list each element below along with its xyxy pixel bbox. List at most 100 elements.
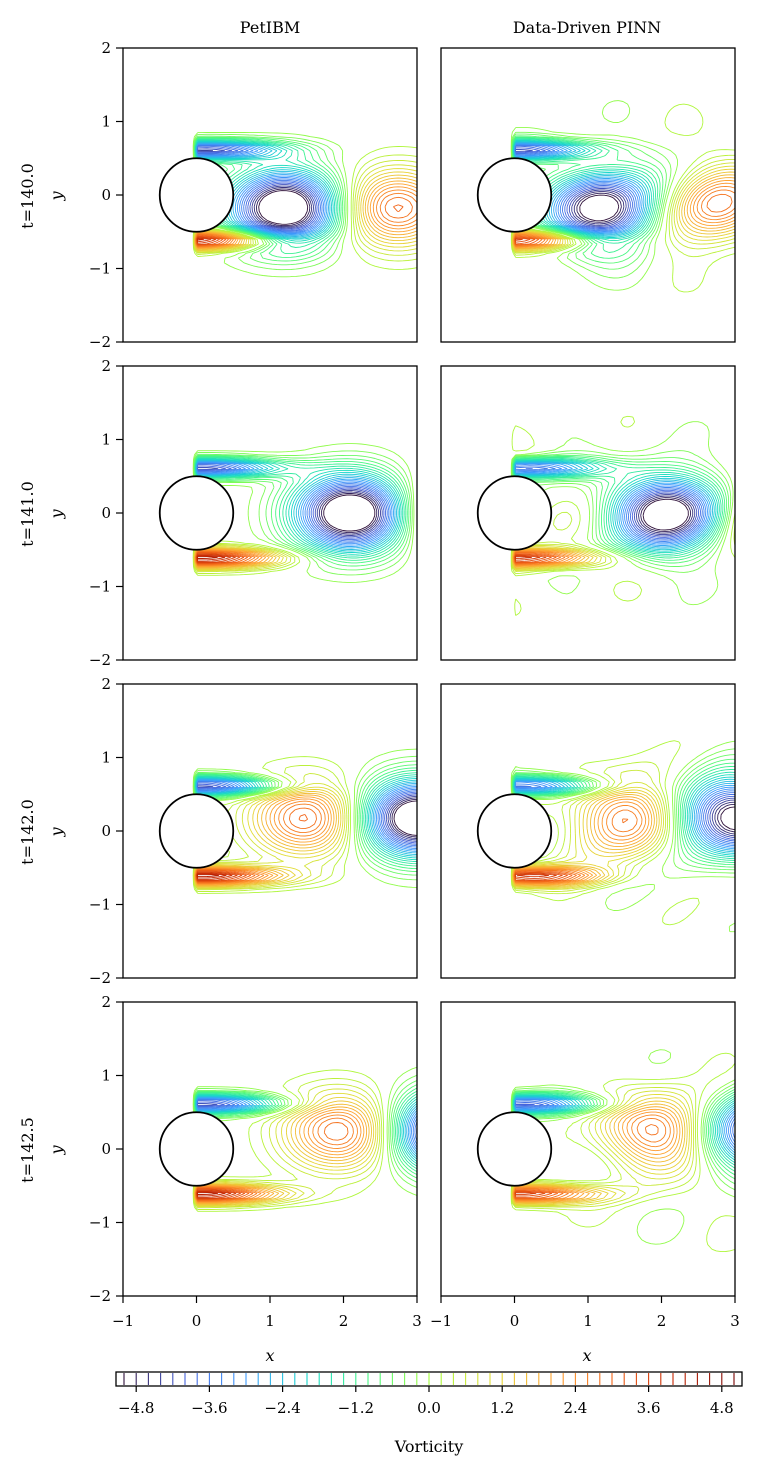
- contour-level-3-44: [515, 556, 532, 560]
- x-axis-label-right: x: [582, 1346, 591, 1365]
- ytick-label-0-2: 0: [101, 186, 111, 204]
- contour-level-2-0: [323, 494, 376, 532]
- contour-level-3-21: [511, 454, 728, 564]
- colorbar-tick-label-7: 3.6: [637, 1399, 661, 1417]
- ytick-label-0-4: 2: [101, 39, 111, 57]
- contour-level-1-0: [579, 194, 620, 222]
- panel-frame-3: [440, 365, 736, 661]
- contour-level-0-44: [196, 237, 212, 243]
- contour-level-5-39: [514, 818, 629, 883]
- contour-level-6-46: [197, 1192, 219, 1195]
- contour-level-1-43: [515, 238, 523, 241]
- contour-panel-6: [158, 1066, 417, 1212]
- contour-level-5-0: [720, 806, 735, 831]
- contour-level-5-36: [513, 801, 647, 885]
- ytick-label-0-3: 1: [101, 113, 111, 131]
- ytick-label-2-4: 2: [101, 357, 111, 375]
- cylinder-2: [158, 475, 235, 551]
- xtick-label-7-3: 2: [657, 1312, 667, 1330]
- y-axis-label-3: y: [47, 1145, 66, 1156]
- contour-level-5-2: [714, 801, 735, 835]
- colorbar-tick-label-8: 4.8: [710, 1399, 734, 1417]
- contour-level-1-24: [510, 100, 678, 291]
- contour-level-4-45: [196, 873, 227, 879]
- contour-level-7-37: [513, 1114, 671, 1201]
- contour-level-2-24: [192, 443, 415, 583]
- colorbar-tick-label-3: −1.2: [338, 1399, 374, 1417]
- contour-level-7-5: [515, 1103, 535, 1106]
- contour-level-0-0: [258, 190, 309, 225]
- contour-level-4-28: [193, 773, 348, 891]
- contour-level-4-30: [193, 786, 344, 889]
- contour-level-2-21: [193, 454, 410, 567]
- ytick-label-4-3: 1: [101, 749, 111, 767]
- contour-level-0-1: [255, 188, 311, 227]
- contour-level-6-4: [197, 1103, 218, 1106]
- contour-level-3-43: [514, 555, 541, 561]
- contour-level-7-27: [511, 1083, 697, 1211]
- cylinder-5: [476, 793, 553, 869]
- colorbar-tick-label-2: −2.4: [264, 1399, 300, 1417]
- xtick-label-7-0: −1: [430, 1312, 452, 1330]
- xtick-label-6-2: 1: [265, 1312, 275, 1330]
- y-axis-labels: y y y y: [47, 191, 66, 1156]
- contour-level-2-2: [318, 491, 380, 535]
- contour-level-0-27: [193, 154, 417, 262]
- contour-level-6-36: [194, 1111, 362, 1203]
- contour-level-5-23: [511, 748, 735, 874]
- contour-level-7-21: [511, 1088, 735, 1180]
- contour-level-3-6: [525, 468, 701, 540]
- xtick-label-6-0: −1: [112, 1312, 134, 1330]
- row-label-2: t=142.0: [18, 799, 37, 865]
- contour-level-2-22: [193, 453, 412, 571]
- ytick-label-6-3: 1: [101, 1067, 111, 1085]
- contour-level-3-4: [633, 492, 698, 537]
- contour-level-7-26: [510, 1052, 735, 1253]
- contour-level-0-31: [193, 171, 417, 252]
- contour-level-6-31: [193, 1096, 375, 1206]
- colorbar-tick-label-0: −4.8: [118, 1399, 154, 1417]
- contour-level-5-21: [511, 758, 735, 868]
- xtick-label-6-4: 3: [412, 1312, 422, 1330]
- contour-level-5-16: [512, 774, 735, 858]
- contour-level-4-19: [193, 769, 417, 867]
- contour-level-2-46: [197, 556, 218, 559]
- col-title-petibm: PetIBM: [240, 18, 300, 37]
- contour-level-5-33: [512, 794, 655, 887]
- contour-level-5-43: [514, 873, 557, 879]
- ytick-label-4-0: −2: [89, 969, 111, 987]
- contour-level-5-1: [717, 803, 735, 833]
- y-axis-label-0: y: [47, 191, 66, 202]
- contour-level-5-31: [512, 789, 660, 889]
- ytick-label-6-2: 0: [101, 1140, 111, 1158]
- contour-level-3-3: [635, 494, 696, 536]
- xtick-label-7-4: 3: [730, 1312, 740, 1330]
- xtick-label-6-1: 0: [192, 1312, 202, 1330]
- contour-level-3-17: [512, 458, 720, 555]
- contour-level-7-42: [514, 1191, 546, 1197]
- contour-level-4-38: [195, 803, 322, 884]
- contour-level-1-42: [514, 237, 531, 243]
- contour-level-5-3: [711, 799, 735, 837]
- contour-level-5-44: [516, 874, 550, 878]
- ytick-label-2-0: −2: [89, 651, 111, 669]
- xtick-label-7-2: 1: [583, 1312, 593, 1330]
- contour-level-4-46: [197, 874, 220, 878]
- contour-level-4-3: [387, 795, 417, 841]
- contour-level-3-22: [511, 453, 730, 567]
- contour-level-4-21: [193, 764, 417, 872]
- contour-level-0-35: [194, 183, 417, 249]
- contour-level-2-1: [321, 492, 378, 534]
- ytick-label-6-1: −1: [89, 1214, 111, 1232]
- contour-level-4-39: [195, 807, 317, 883]
- contour-panel-5: [476, 740, 735, 933]
- contour-level-1-3: [571, 189, 627, 226]
- ytick-label-2-3: 1: [101, 431, 111, 449]
- contour-level-6-45: [196, 1191, 226, 1197]
- contour-level-1-35: [513, 179, 735, 249]
- contour-level-4-36: [194, 798, 329, 885]
- contour-level-7-33: [512, 1103, 683, 1204]
- contour-level-7-43: [515, 1192, 537, 1195]
